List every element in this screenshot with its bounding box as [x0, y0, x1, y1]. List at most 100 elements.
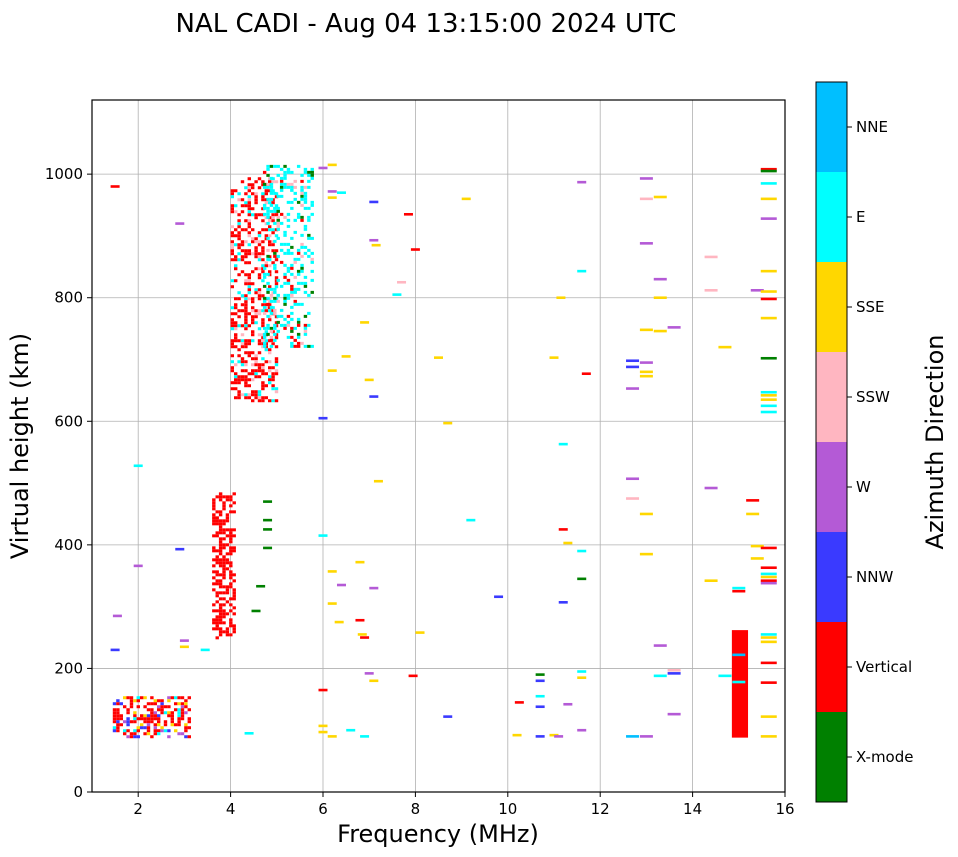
- data-cell: [261, 399, 265, 403]
- data-cell: [279, 167, 284, 171]
- data-point: [336, 191, 346, 194]
- data-cell: [296, 332, 301, 336]
- data-cell: [229, 621, 233, 625]
- data-point: [760, 640, 777, 644]
- data-point: [535, 705, 545, 709]
- data-cell: [273, 287, 277, 291]
- data-cell: [261, 246, 265, 250]
- data-cell: [119, 702, 123, 706]
- data-cell: [303, 314, 308, 318]
- data-cell: [244, 318, 248, 322]
- data-cell: [293, 260, 297, 264]
- data-cell: [296, 272, 301, 276]
- data-cell: [247, 222, 251, 226]
- data-cell: [262, 170, 267, 174]
- data-cell: [266, 164, 270, 168]
- data-cell: [229, 633, 233, 637]
- data-point: [639, 370, 653, 374]
- data-cell: [247, 210, 251, 214]
- data-cell: [160, 726, 164, 730]
- data-point: [718, 345, 732, 349]
- data-cell: [218, 510, 223, 514]
- data-cell: [234, 312, 238, 316]
- data-cell: [271, 219, 275, 223]
- data-cell: [237, 360, 241, 364]
- data-cell: [122, 705, 127, 709]
- data-cell: [264, 189, 268, 193]
- data-cell: [286, 167, 291, 171]
- data-cell: [237, 243, 241, 247]
- data-cell: [307, 215, 311, 219]
- data-cell: [254, 315, 258, 319]
- data-cell: [247, 378, 251, 382]
- data-cell: [222, 558, 226, 562]
- colorbar-segment: [816, 532, 847, 622]
- data-cell: [247, 282, 251, 286]
- data-cell: [215, 549, 219, 553]
- data-cell: [257, 252, 262, 256]
- data-cell: [237, 381, 241, 385]
- data-point: [373, 479, 383, 483]
- data-point: [760, 581, 777, 585]
- data-point: [175, 547, 185, 551]
- data-point: [549, 356, 559, 359]
- data-cell: [274, 213, 279, 217]
- data-cell: [222, 630, 226, 634]
- data-cell: [244, 228, 248, 232]
- data-cell: [222, 564, 226, 568]
- data-cell: [234, 243, 238, 247]
- data-cell: [296, 302, 301, 306]
- data-point: [318, 688, 328, 692]
- data-cell: [160, 699, 164, 703]
- data-cell: [296, 344, 301, 348]
- data-cell: [150, 702, 154, 706]
- data-point: [760, 356, 777, 360]
- data-cell: [303, 185, 308, 189]
- data-cell: [119, 717, 123, 721]
- data-cell: [244, 378, 248, 382]
- x-tick-label: 4: [226, 800, 236, 818]
- data-cell: [286, 170, 291, 174]
- data-cell: [307, 179, 311, 183]
- data-cell: [218, 612, 223, 616]
- data-cell: [112, 720, 117, 724]
- data-cell: [264, 339, 268, 343]
- data-cell: [237, 198, 241, 202]
- data-cell: [247, 312, 251, 316]
- data-cell: [276, 320, 280, 324]
- data-cell: [290, 326, 294, 330]
- data-cell: [215, 627, 219, 631]
- data-cell: [229, 546, 233, 550]
- data-cell: [230, 354, 234, 358]
- data-cell: [232, 612, 236, 616]
- data-cell: [177, 723, 181, 727]
- data-cell: [237, 309, 241, 313]
- data-cell: [230, 321, 234, 325]
- data-cell: [229, 561, 233, 565]
- data-point: [760, 572, 777, 576]
- data-point: [760, 546, 777, 550]
- data-cell: [212, 519, 216, 523]
- data-cell: [215, 591, 219, 595]
- data-cell: [222, 591, 226, 595]
- data-cell: [156, 723, 161, 727]
- data-cell: [156, 708, 161, 712]
- data-cell: [261, 345, 265, 349]
- data-cell: [254, 180, 258, 184]
- data-cell: [215, 573, 219, 577]
- data-cell: [237, 297, 241, 301]
- data-point: [653, 674, 667, 678]
- data-cell: [122, 732, 127, 736]
- data-cell: [290, 182, 294, 186]
- data-cell: [244, 282, 248, 286]
- data-cell: [271, 342, 275, 346]
- data-point: [760, 579, 777, 582]
- data-cell: [271, 216, 275, 220]
- data-cell: [283, 215, 287, 219]
- data-cell: [215, 600, 219, 604]
- data-point: [577, 180, 587, 184]
- data-cell: [112, 726, 117, 730]
- data-cell: [215, 594, 219, 598]
- data-cell: [244, 240, 248, 244]
- data-cell: [240, 249, 245, 253]
